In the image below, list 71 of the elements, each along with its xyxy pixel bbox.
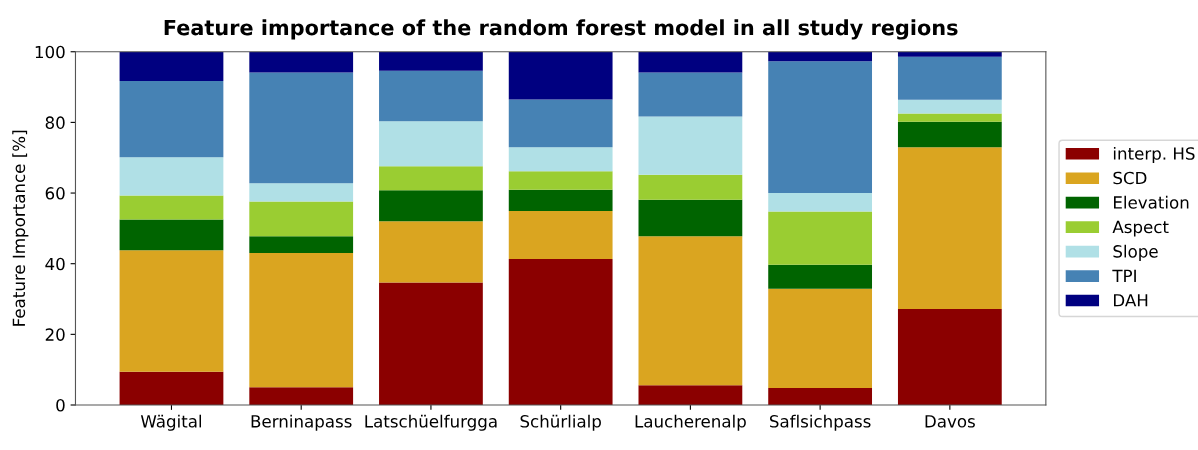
bar xyxy=(249,183,354,202)
bar xyxy=(508,259,613,405)
bar xyxy=(119,250,224,372)
legend-label: Elevation xyxy=(1114,195,1189,209)
bar xyxy=(249,72,354,184)
bar xyxy=(638,116,743,175)
bar xyxy=(119,219,224,251)
bar xyxy=(897,113,1002,122)
bar xyxy=(768,51,873,62)
bar xyxy=(508,51,613,100)
y-tick-label: 100 xyxy=(35,45,65,59)
x-tick-label: Berninapass xyxy=(251,414,352,431)
y-tick-label: 20 xyxy=(45,328,65,341)
bar xyxy=(508,189,613,212)
bar xyxy=(638,174,743,200)
bar xyxy=(379,221,483,283)
bar xyxy=(508,171,613,190)
bar xyxy=(897,99,1002,114)
y-tick-label: 40 xyxy=(45,257,65,271)
bar xyxy=(249,51,354,73)
y-tick-label: 80 xyxy=(45,116,65,129)
bar xyxy=(249,387,354,405)
bar xyxy=(508,147,613,172)
bar xyxy=(897,308,1002,405)
bar xyxy=(897,56,1002,100)
bar xyxy=(897,51,1002,57)
legend-label: Aspect xyxy=(1112,220,1169,237)
bar xyxy=(508,211,613,260)
y-tick-label: 60 xyxy=(45,187,65,200)
x-tick-label: Schürlialp xyxy=(520,414,601,431)
bar xyxy=(508,99,613,148)
bar xyxy=(897,121,1002,148)
bar xyxy=(119,51,224,82)
bar xyxy=(379,70,483,122)
bar xyxy=(768,193,873,212)
chart-title: Feature importance of the random forest model in all study regions xyxy=(164,19,958,40)
bar xyxy=(119,157,224,196)
legend-label: TPI xyxy=(1112,269,1136,282)
bar xyxy=(638,199,743,237)
bar xyxy=(379,121,483,167)
bar xyxy=(638,385,743,405)
y-tick-label: 0 xyxy=(56,398,65,412)
x-tick-label: Latschüelfurgga xyxy=(365,414,497,431)
bar xyxy=(119,195,224,220)
bar xyxy=(768,288,873,389)
bar xyxy=(379,282,483,405)
bar xyxy=(638,51,743,73)
bar xyxy=(379,51,483,71)
bar xyxy=(768,61,873,194)
bar xyxy=(249,253,354,388)
bar xyxy=(638,72,743,117)
bar xyxy=(119,81,224,158)
bar xyxy=(119,371,224,405)
x-tick-label: Davos xyxy=(925,415,975,428)
bar xyxy=(638,236,743,386)
bar xyxy=(379,190,483,222)
legend-label: DAH xyxy=(1114,294,1148,307)
x-tick-label: Saflsichpass xyxy=(769,414,871,431)
legend-label: SCD xyxy=(1113,171,1147,185)
bar xyxy=(768,211,873,265)
bar xyxy=(379,166,483,191)
x-tick-label: Laucherenalp xyxy=(635,414,746,431)
x-tick-label: Wägital xyxy=(140,414,202,431)
bar xyxy=(897,147,1002,309)
y-axis-title: Feature Importance [%] xyxy=(12,130,29,326)
bar xyxy=(768,264,873,289)
bar xyxy=(249,201,354,237)
bar xyxy=(768,388,873,405)
bar xyxy=(249,236,354,254)
legend-label: interp. HS xyxy=(1113,146,1195,164)
legend-label: Slope xyxy=(1113,244,1158,261)
